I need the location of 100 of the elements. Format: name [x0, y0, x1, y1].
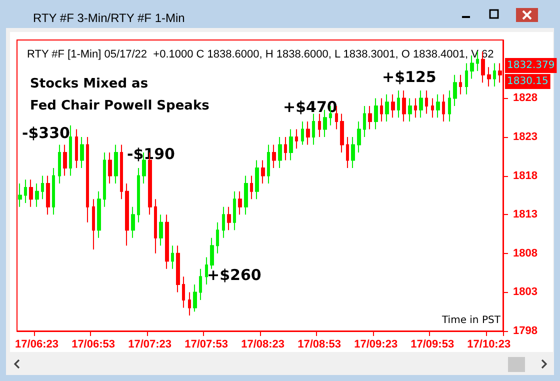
candlestick [154, 198, 157, 254]
candlestick [86, 136, 89, 223]
candlestick [289, 128, 293, 161]
text: 1830.15 [507, 76, 548, 87]
candlestick [188, 292, 191, 316]
candlestick [425, 90, 428, 114]
candlestick [301, 120, 304, 146]
candlestick [18, 183, 22, 208]
x-tick-label: 17/07:23 [128, 338, 172, 350]
candlestick [80, 136, 84, 169]
candlestick [41, 175, 44, 200]
candlestick [340, 113, 344, 154]
annotation: -$330 [22, 124, 70, 142]
candlestick [414, 98, 417, 118]
candlestick [238, 190, 242, 216]
candlestick [402, 90, 406, 122]
y-tick-label: 1823 [513, 131, 538, 143]
candlestick [108, 152, 112, 184]
candlestick [46, 175, 50, 216]
candlestick [176, 245, 180, 293]
candlestick [493, 62, 496, 88]
candlestick [250, 175, 253, 200]
x-tick-label: 17/06:53 [72, 338, 116, 350]
annotation: +$260 [207, 266, 262, 284]
y-tick-label: 1828 [513, 92, 538, 104]
x-tick-label: 17/08:53 [298, 338, 342, 350]
candlestick [261, 160, 265, 184]
y-tick-label: 1803 [513, 286, 538, 298]
candlestick [182, 276, 185, 308]
candlestick [103, 152, 106, 208]
y-tick-label: 1818 [513, 170, 538, 182]
candlestick [35, 183, 39, 208]
candlestick [216, 222, 219, 254]
candlestick [448, 90, 451, 122]
candlestick [380, 98, 383, 122]
candlestick [487, 66, 491, 88]
candlestick [374, 98, 378, 130]
annotation: -$190 [127, 145, 175, 163]
candlestick [210, 237, 214, 270]
candlestick [222, 206, 225, 238]
candlestick [306, 120, 310, 146]
candlestick [199, 268, 202, 300]
candlestick [351, 136, 355, 169]
candlestick [357, 120, 361, 154]
candlestick [419, 90, 423, 118]
candlestick [465, 62, 468, 95]
x-tick-label: 17/07:53 [184, 338, 228, 350]
candlestick [137, 168, 140, 223]
candlestick [29, 179, 33, 208]
y-tick-label: 1808 [513, 247, 538, 260]
candlestick [165, 214, 169, 270]
candlestick [436, 94, 440, 118]
y-tick-label: 1813 [513, 208, 538, 221]
annotation: +$125 [382, 68, 436, 86]
candlestick [63, 144, 67, 176]
candlestick [385, 94, 389, 122]
candlestick [114, 144, 118, 184]
candlestick [278, 136, 282, 169]
candlestick [318, 113, 321, 138]
candlestick [272, 144, 276, 169]
candlestick [408, 98, 412, 122]
candlestick [295, 128, 298, 150]
candlestick [97, 190, 101, 238]
x-tick-label: 17/09:23 [354, 338, 398, 350]
x-tick-label: 17/10:23 [467, 338, 511, 350]
candlestick [125, 183, 129, 246]
candlestick [52, 168, 55, 216]
candlestick [69, 124, 72, 176]
candlestick [346, 136, 349, 169]
candlestick [75, 128, 78, 169]
candlestick [391, 94, 395, 118]
candlestick [159, 214, 163, 246]
candlestick [120, 144, 123, 200]
candlestick [227, 206, 231, 231]
candlestick [171, 245, 174, 270]
candlestick [431, 98, 434, 118]
candlestick [459, 74, 462, 95]
candlestick [284, 136, 287, 161]
candlestick [58, 144, 61, 184]
candlestick [92, 198, 95, 250]
candlestick [397, 90, 400, 118]
candlestick [267, 144, 270, 184]
candlestick [233, 190, 236, 231]
annotation: Time in PST [441, 315, 502, 326]
candlestick [442, 94, 445, 122]
candlestick [368, 105, 372, 130]
candlestick [335, 105, 338, 130]
x-tick-label: 17/09:53 [410, 338, 454, 350]
candlestick [193, 284, 197, 312]
candlestick [24, 179, 27, 204]
annotation: Stocks Mixed as Fed Chair Powell Speaks [30, 76, 210, 114]
candlestick [453, 74, 457, 106]
candlestick [312, 113, 315, 146]
x-tick-label: 17/08:23 [241, 338, 285, 350]
candlestick [255, 160, 259, 200]
text: 1832.379 [507, 60, 555, 71]
x-tick-label: 17/06:23 [15, 338, 58, 350]
candlestick [131, 206, 135, 238]
annotation: +$470 [283, 98, 338, 116]
candlestick [363, 105, 366, 138]
